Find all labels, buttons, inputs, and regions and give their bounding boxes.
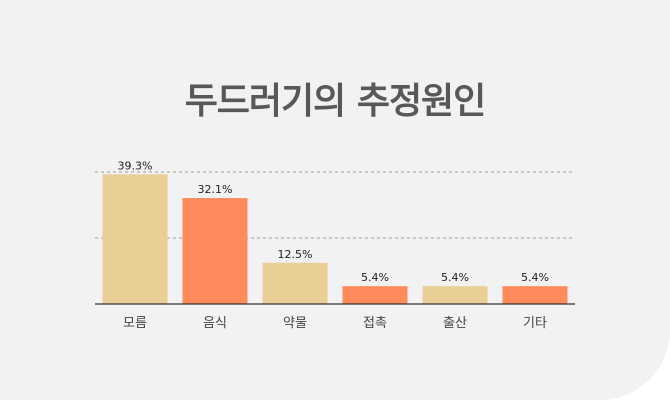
bar-모름 <box>102 174 168 304</box>
value-label-음식: 32.1% <box>198 183 233 196</box>
category-label-접촉: 접촉 <box>363 316 387 331</box>
bar-출산 <box>422 286 488 304</box>
bar-약물 <box>262 262 328 304</box>
category-label-약물: 약물 <box>283 316 307 331</box>
value-label-약물: 12.5% <box>278 248 313 261</box>
chart-title: 두드러기의 추정원인 <box>184 81 487 122</box>
value-label-출산: 5.4% <box>441 271 469 284</box>
value-label-기타: 5.4% <box>521 271 549 284</box>
value-label-접촉: 5.4% <box>361 271 389 284</box>
bar-기타 <box>502 286 568 304</box>
category-label-기타: 기타 <box>523 316 547 331</box>
category-label-음식: 음식 <box>203 316 227 331</box>
value-label-모름: 39.3% <box>118 159 153 172</box>
bar-접촉 <box>342 286 408 304</box>
category-label-모름: 모름 <box>123 316 147 331</box>
category-label-출산: 출산 <box>443 316 467 331</box>
bar-음식 <box>182 198 248 304</box>
